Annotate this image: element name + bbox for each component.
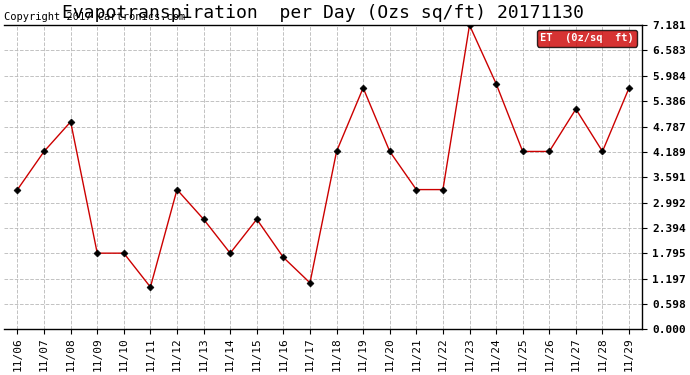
Legend: ET  (0z/sq  ft): ET (0z/sq ft) [537,30,637,46]
Title: Evapotranspiration  per Day (Ozs sq/ft) 20171130: Evapotranspiration per Day (Ozs sq/ft) 2… [62,4,584,22]
Text: Copyright 2017 Cartronics.com: Copyright 2017 Cartronics.com [4,12,186,22]
